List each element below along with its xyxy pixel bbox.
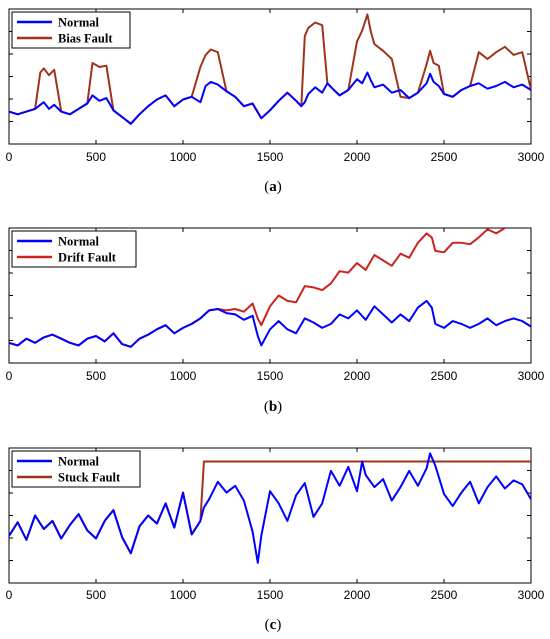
panel-caption: (b) — [264, 399, 282, 415]
x-tick-label: 2000 — [344, 588, 371, 602]
legend-box — [11, 230, 137, 268]
legend-label: Drift Fault — [58, 251, 117, 265]
x-tick-label: 1500 — [257, 150, 284, 164]
x-tick-label: 500 — [86, 369, 106, 383]
legend-label: Normal — [58, 16, 99, 30]
x-tick-label: 2500 — [431, 150, 458, 164]
x-tick-label: 1000 — [170, 588, 197, 602]
chart-panel-a: 0 500 1000 1500 2000 2500 3000 Normal Bias Fault… — [6, 8, 545, 195]
legend: Normal Bias Fault — [11, 11, 131, 49]
x-tick-label: 2000 — [344, 150, 371, 164]
chart-panel-c: 0 500 1000 1500 2000 2500 3000 Normal Stuck Faul… — [6, 447, 545, 633]
series-line-normal — [9, 299, 531, 348]
x-tick-label: 3000 — [518, 150, 545, 164]
x-tick-label: 3000 — [518, 369, 545, 383]
x-tick-label: 0 — [6, 369, 13, 383]
x-tick-label: 2500 — [431, 369, 458, 383]
x-tick-label: 2000 — [344, 369, 371, 383]
x-tick-label: 500 — [86, 150, 106, 164]
legend: Normal Stuck Fault — [11, 450, 141, 488]
legend-label: Normal — [58, 455, 99, 469]
x-tick-label: 0 — [6, 588, 13, 602]
x-tick-label: 1000 — [170, 369, 197, 383]
legend-box — [11, 11, 131, 49]
panel-caption: (c) — [265, 617, 282, 633]
x-tick-label: 1500 — [257, 588, 284, 602]
x-tick-label: 500 — [86, 588, 106, 602]
x-tick-label: 0 — [6, 150, 13, 164]
legend: Normal Drift Fault — [11, 230, 137, 268]
x-tick-label: 1000 — [170, 150, 197, 164]
legend-label: Normal — [58, 235, 99, 249]
x-tick-label: 2500 — [431, 588, 458, 602]
panel-caption: (a) — [264, 179, 282, 195]
chart-panel-b: 0 500 1000 1500 2000 2500 3000 Normal Drift Faul… — [6, 227, 545, 415]
legend-box — [11, 450, 141, 488]
legend-label: Bias Fault — [58, 32, 113, 46]
x-tick-label: 1500 — [257, 369, 284, 383]
x-tick-label: 3000 — [518, 588, 545, 602]
series-line-normal — [9, 452, 531, 564]
legend-label: Stuck Fault — [58, 471, 121, 485]
series-line-normal — [9, 71, 531, 125]
